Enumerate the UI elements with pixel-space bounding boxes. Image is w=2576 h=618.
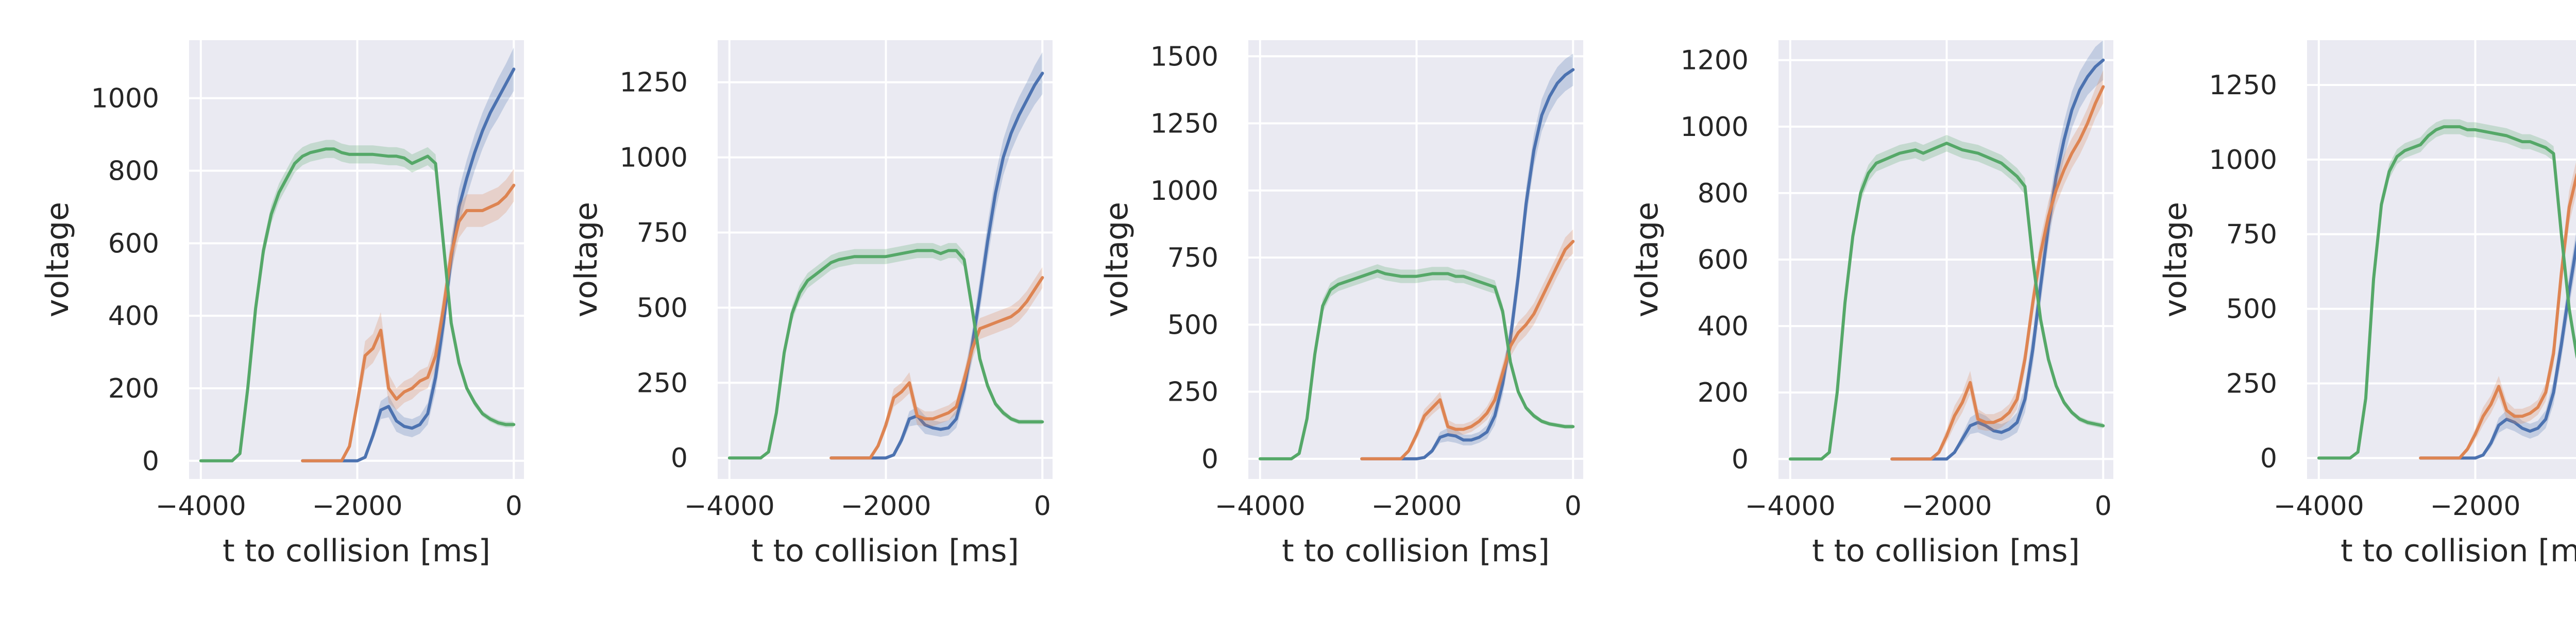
y-tick-label: 800 — [108, 156, 159, 186]
confidence-band-2 — [302, 169, 514, 461]
chart-panel-2: −4000 −2000 0 0 250 500 750 1000 1250 t to collis… — [568, 40, 1053, 569]
x-tick-label: −2000 — [312, 491, 403, 522]
y-tick-label: 600 — [108, 228, 159, 259]
chart-panel-4: −4000 −2000 0 0 200 400 600 800 1000 1200 t to col… — [1629, 40, 2113, 569]
y-tick-label: 1000 — [1150, 176, 1218, 207]
y-tick-label: 1000 — [620, 143, 688, 174]
confidence-band-3 — [2318, 119, 2576, 458]
series-line-2 — [2419, 173, 2576, 460]
series-line-1 — [829, 72, 1044, 460]
y-axis-label: voltage — [2158, 202, 2194, 317]
series-line-1 — [1890, 58, 2105, 461]
confidence-band-1 — [831, 52, 1043, 458]
y-tick-label: 0 — [1201, 444, 1218, 475]
series-line-2 — [1360, 239, 1575, 460]
series-line-1 — [2419, 240, 2576, 460]
y-tick-label: 1250 — [620, 67, 688, 98]
y-tick-label: 200 — [108, 373, 159, 404]
y-tick-label: 0 — [1732, 444, 1749, 475]
x-tick-label: −2000 — [1371, 491, 1462, 522]
y-tick-label: 750 — [1167, 243, 1218, 273]
x-axis-label: t to collision [ms] — [223, 533, 490, 569]
x-tick-label: −2000 — [1902, 491, 1992, 522]
series-line-3 — [1788, 142, 2105, 461]
series-line-3 — [727, 249, 1044, 460]
y-tick-label: 600 — [1698, 245, 1749, 276]
y-tick-label: 750 — [2226, 219, 2277, 250]
series-group — [1788, 40, 2105, 461]
series-group — [1258, 54, 1575, 460]
x-tick-label: −4000 — [2274, 491, 2364, 522]
x-tick-label: 0 — [1034, 491, 1051, 522]
y-tick-label: 250 — [2226, 369, 2277, 400]
y-tick-label: 0 — [671, 443, 688, 474]
x-axis-label: t to collision [ms] — [1282, 533, 1550, 569]
x-axis-label: t to collision [ms] — [1812, 533, 2080, 569]
x-tick-label: −4000 — [1215, 491, 1306, 522]
y-tick-label: 500 — [2226, 294, 2277, 325]
y-tick-label: 1000 — [2209, 145, 2277, 176]
y-tick-label: 400 — [1698, 311, 1749, 342]
x-tick-label: −2000 — [841, 491, 931, 522]
y-tick-label: 250 — [1167, 377, 1218, 408]
y-tick-label: 500 — [637, 293, 688, 323]
x-tick-label: 0 — [2095, 491, 2112, 522]
y-tick-label: 1000 — [1681, 112, 1749, 143]
y-tick-label: 1000 — [91, 83, 159, 114]
series-line-2 — [829, 276, 1044, 460]
series-group — [2317, 119, 2576, 460]
y-axis-label: voltage — [40, 202, 76, 317]
x-tick-label: −4000 — [684, 491, 775, 522]
y-tick-label: 1250 — [1150, 109, 1218, 140]
y-tick-label: 0 — [142, 446, 159, 477]
series-line-1 — [1360, 68, 1575, 460]
y-tick-label: 800 — [1698, 178, 1749, 209]
y-tick-label: 1500 — [1150, 41, 1218, 72]
series-line-3 — [199, 147, 516, 462]
y-tick-label: 1200 — [1681, 45, 1749, 76]
y-tick-label: 250 — [637, 368, 688, 399]
confidence-band-2 — [831, 267, 1043, 458]
y-tick-label: 200 — [1698, 377, 1749, 408]
series-line-2 — [301, 183, 516, 462]
y-tick-label: 400 — [108, 301, 159, 332]
y-tick-label: 0 — [2260, 443, 2277, 474]
x-axis-label: t to collision [ms] — [751, 533, 1019, 569]
series-line-3 — [1258, 269, 1575, 460]
x-tick-label: −2000 — [2430, 491, 2521, 522]
chart-panel-1: −4000 −2000 0 0 200 400 600 800 1000 t to collisi… — [40, 40, 524, 569]
y-axis-label: voltage — [1629, 202, 1665, 317]
series-group — [727, 52, 1044, 460]
series-group — [199, 47, 516, 462]
chart-panel-3: −4000 −2000 0 0 250 500 750 1000 1250 1500 t to co… — [1099, 40, 1583, 569]
series-line-3 — [2317, 125, 2576, 460]
confidence-band-1 — [1892, 40, 2104, 459]
y-tick-label: 1250 — [2209, 70, 2277, 101]
x-tick-label: −4000 — [1745, 491, 1836, 522]
plot-background — [2307, 40, 2576, 479]
y-axis-label: voltage — [1099, 202, 1135, 317]
x-tick-label: 0 — [1565, 491, 1582, 522]
x-tick-label: −4000 — [156, 491, 246, 522]
series-line-2 — [1890, 85, 2105, 461]
y-tick-label: 500 — [1167, 310, 1218, 340]
y-tick-label: 750 — [637, 217, 688, 248]
y-axis-label: voltage — [568, 202, 604, 317]
x-axis-label: t to collision [ms] — [2341, 533, 2576, 569]
x-tick-label: 0 — [505, 491, 522, 522]
series-line-1 — [301, 67, 516, 462]
